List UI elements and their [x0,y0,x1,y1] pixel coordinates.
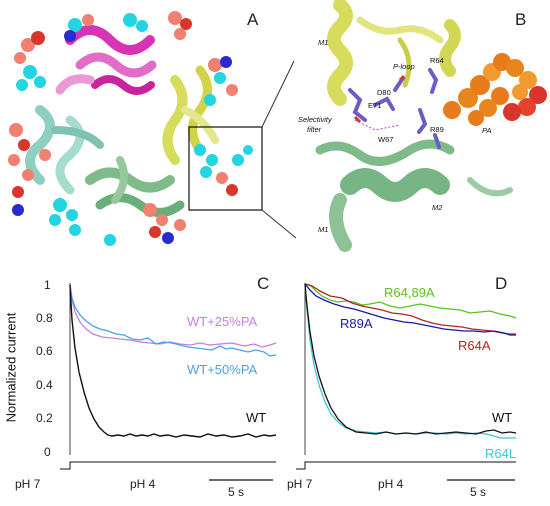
y-tick-0: 0 [44,445,51,459]
trace-wt-25pa [69,284,277,348]
panel-c-scale-label: 5 s [228,485,245,499]
label-wt-25pa: WT+25%PA [187,314,258,329]
panel-letter-c: C [257,274,270,293]
y-axis-title: Normalized current [3,312,19,423]
structure-helices-a [25,25,219,217]
y-tick-0.2: 0.2 [36,411,53,425]
panel-letter-a: A [247,10,259,29]
label-m2: M2 [432,203,443,212]
panel-letter-d: D [495,274,508,293]
trace-r64-89a [304,283,517,319]
label-filter: filter [307,125,322,134]
panel-d-ph-end: pH 4 [378,477,404,491]
y-tick-0.4: 0.4 [36,378,53,392]
panel-letter-b: B [515,10,527,29]
label-p-loop: P-loop [393,62,415,71]
trace-r64l [304,283,516,439]
y-tick-1: 1 [44,278,51,292]
label-wt-d: WT [492,410,513,425]
panel-c-ph-end: pH 4 [130,477,156,491]
pa-lipid-spheres [443,53,547,126]
label-r64a: R64A [458,338,491,353]
trace-r89a [304,283,516,336]
trace-wt-d [304,283,517,435]
trace-r64a [304,283,516,335]
label-m1-top: M1 [318,38,329,47]
panel-d-ph-start: pH 7 [287,477,313,491]
label-r64l: R64L [485,446,517,461]
label-r64-89a: R64,89A [384,285,435,300]
label-r64: R64 [430,56,444,65]
panel-d-ph-step [296,461,516,470]
zoom-box [188,126,263,211]
trace-wt-50pa [69,284,277,357]
label-selectivity: Selectivity [298,115,332,124]
panel-c-ph-start: pH 7 [15,477,41,491]
trace-wt-c [69,284,277,438]
y-tick-0.8: 0.8 [36,311,53,325]
label-r89a: R89A [340,316,373,331]
label-m1-bottom: M1 [318,225,329,234]
label-w67: W67 [378,135,394,144]
label-pa: PA [482,126,492,135]
label-e71: E71 [368,101,382,110]
lipid-spheres-a [8,11,253,246]
panel-c-ph-step [60,461,276,470]
label-r89: R89 [430,125,444,134]
label-d80: D80 [377,88,391,97]
label-wt-50pa: WT+50%PA [187,362,258,377]
label-wt-c: WT [246,410,267,425]
y-tick-0.6: 0.6 [36,344,53,358]
panel-d-scale-label: 5 s [470,485,487,499]
